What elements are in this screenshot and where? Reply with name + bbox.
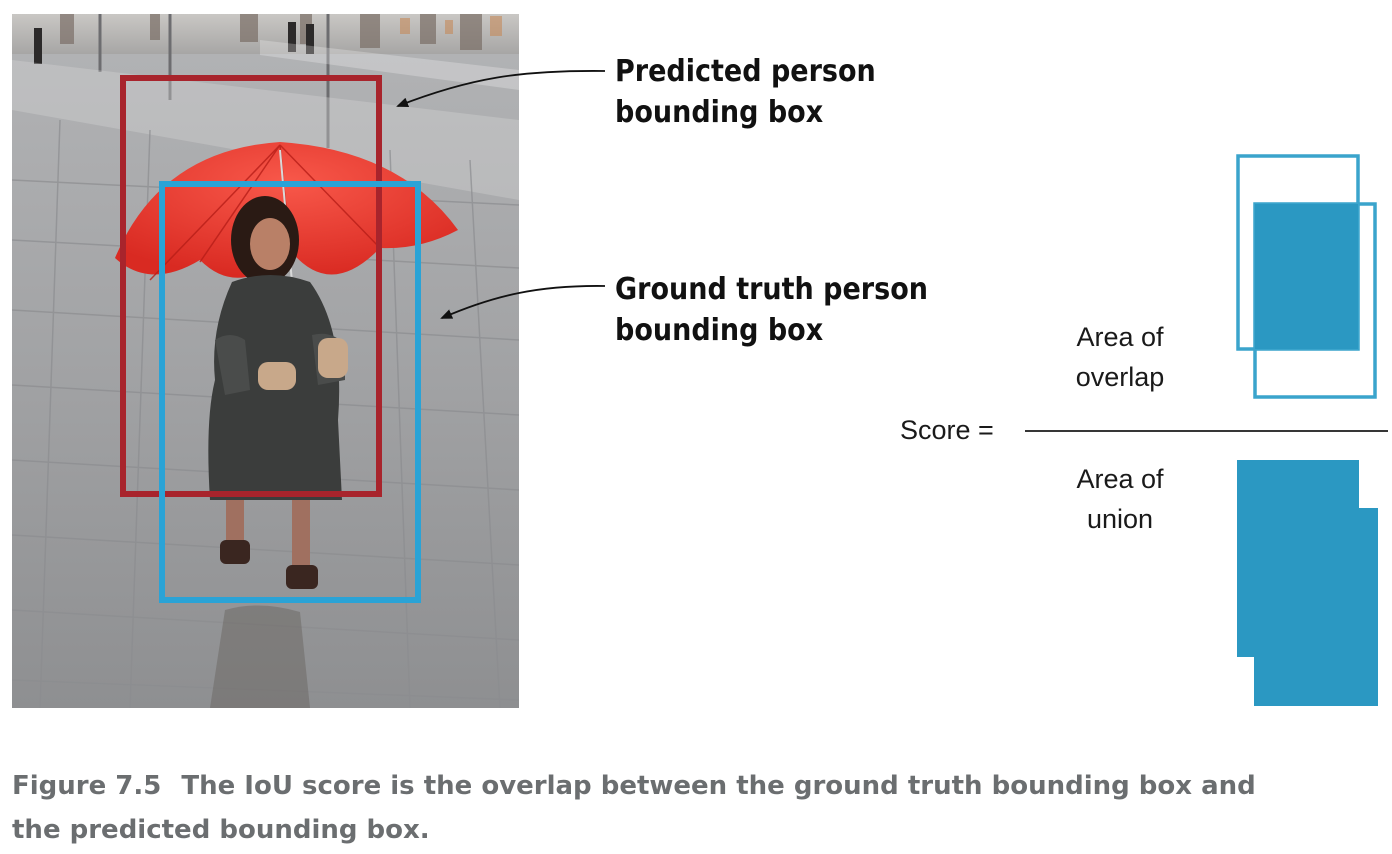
numerator-label-line1: Area of [1076,322,1164,352]
ground-truth-box-label-line2: bounding box [615,313,824,348]
figure-caption-line1: Figure 7.5 The IoU score is the overlap b… [12,764,1382,808]
figure-caption-text-line1: The IoU score is the overlap between the… [181,771,1256,801]
ground-truth-box-label-line1: Ground truth person [615,272,928,307]
figure-caption: Figure 7.5 The IoU score is the overlap b… [12,764,1382,852]
ground-truth-callout-arrow [440,285,606,319]
figure-number: Figure 7.5 [12,771,162,801]
predicted-box-label: Predicted person bounding box [615,51,876,133]
predicted-box-label-line2: bounding box [615,95,824,130]
overlap-icon [1236,154,1377,399]
ground-truth-box-label: Ground truth person bounding box [615,269,928,351]
numerator-label: Area of overlap [1050,317,1190,397]
ground-truth-bounding-box [159,181,421,603]
numerator-label-line2: overlap [1075,362,1165,392]
figure-caption-line2: the predicted bounding box. [12,815,430,845]
street-photo [12,14,519,708]
predicted-box-label-line1: Predicted person [615,54,876,89]
denominator-label: Area of union [1050,459,1190,539]
score-label: Score = [900,415,994,445]
predicted-callout-arrow [396,70,606,108]
union-icon [1237,460,1378,706]
denominator-label-line1: Area of [1076,464,1164,494]
denominator-label-line2: union [1086,504,1154,534]
predicted-bounding-box [120,75,382,497]
